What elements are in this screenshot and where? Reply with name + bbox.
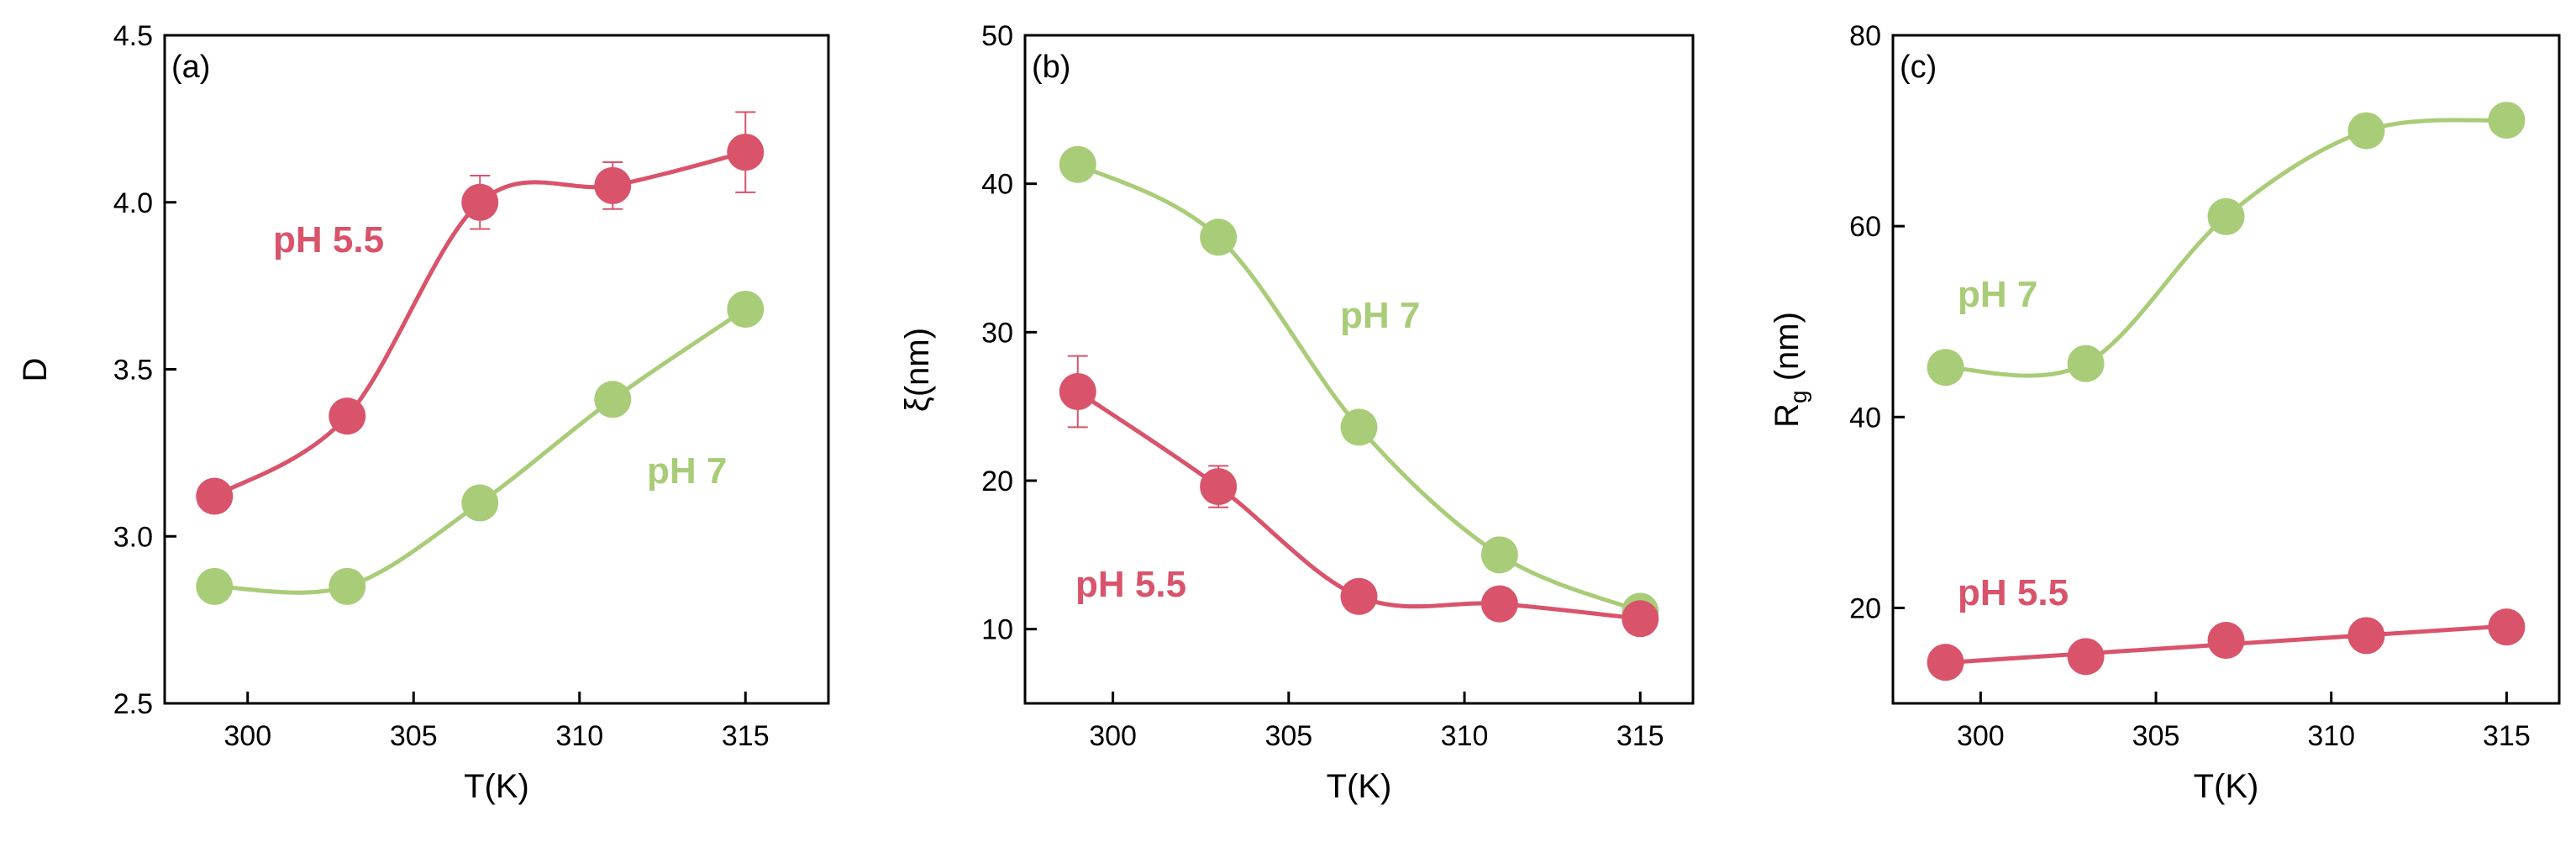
x-tick-label: 310	[2307, 720, 2355, 752]
series-pH-7: pH 7	[1059, 145, 1659, 630]
data-point	[1200, 468, 1238, 506]
data-point	[1200, 218, 1238, 256]
data-point	[1622, 600, 1659, 638]
y-tick-label: 4.0	[113, 187, 153, 219]
y-axis-title: D	[17, 358, 54, 382]
plot-frame	[163, 34, 830, 705]
plot-frame	[1891, 34, 2561, 705]
y-tick-label: 30	[981, 317, 1013, 349]
fit-curve	[1945, 118, 2507, 378]
data-point	[2067, 638, 2105, 676]
data-point	[1059, 373, 1096, 410]
chart-panel-1: 300 305 310 315 2.5 3.0 3.5 4.0 4.5 (a) T(K) DpH 5.…	[17, 20, 830, 805]
series-label: pH 7	[1340, 295, 1420, 336]
data-point	[594, 381, 632, 418]
series-pH-5-5: pH 5.5	[196, 111, 765, 515]
y-axis-title-unit: (nm)	[1769, 312, 1806, 390]
y-tick-label: 3.5	[113, 355, 153, 387]
series-label: pH 7	[647, 450, 727, 492]
chart-panel-2: 300 305 310 315 10 20 30 40 50 (b) T(K) ξ(nm) pH 7 pH…	[899, 20, 1695, 805]
x-tick-label: 315	[2483, 720, 2531, 752]
data-point	[2207, 197, 2245, 235]
fit-curve	[1076, 162, 1642, 613]
data-point	[461, 183, 499, 221]
y-axis-title-subscript: g	[1785, 390, 1811, 403]
x-tick-label: 300	[1957, 720, 2005, 752]
y-tick-label: 10	[981, 614, 1013, 646]
x-axis-title: T(K)	[2194, 768, 2259, 805]
series-label: pH 7	[1958, 274, 2037, 315]
y-tick-label: 40	[981, 169, 1013, 201]
data-point	[1340, 408, 1378, 446]
y-tick-label: 60	[1849, 211, 1881, 243]
data-point	[594, 166, 632, 204]
data-point	[329, 567, 366, 605]
data-point	[2347, 112, 2385, 150]
series-pH-7: pH 7	[1927, 102, 2526, 387]
data-point	[2488, 102, 2526, 139]
y-tick-label: 2.5	[113, 688, 153, 720]
y-tick-label: 20	[1849, 592, 1881, 624]
data-point	[2067, 345, 2105, 382]
x-axis-title: T(K)	[464, 768, 529, 805]
y-tick-label: 20	[981, 466, 1013, 497]
data-point	[1927, 644, 1964, 681]
y-axis-title-main: ξ(nm)	[899, 328, 936, 412]
panel-label: (b)	[1032, 50, 1070, 85]
y-tick-label: 50	[981, 20, 1013, 52]
y-tick-label: 80	[1849, 20, 1881, 52]
panel-label: (c)	[1900, 50, 1937, 85]
data-point	[2207, 622, 2245, 660]
data-point	[1480, 585, 1518, 623]
y-axis-title: Rg (nm)	[1769, 312, 1811, 428]
data-point	[196, 567, 234, 605]
series-label: pH 5.5	[1075, 564, 1186, 605]
x-tick-label: 305	[1264, 720, 1312, 752]
data-point	[1059, 145, 1096, 183]
x-tick-label: 305	[2132, 720, 2180, 752]
x-tick-label: 310	[1441, 720, 1489, 752]
series-label: pH 5.5	[1958, 572, 2069, 613]
data-point	[727, 134, 765, 171]
y-tick-label: 4.5	[113, 20, 153, 52]
y-axis-title: ξ(nm)	[899, 328, 936, 412]
x-tick-label: 300	[223, 720, 271, 752]
series-label: pH 5.5	[273, 219, 384, 260]
x-tick-label: 315	[722, 720, 770, 752]
x-tick-label: 305	[390, 720, 438, 752]
chart-panel-3: 300 305 310 315 20 40 60 80 (c) T(K) Rg (nm) pH 7 pH…	[1769, 20, 2561, 805]
data-point	[329, 397, 366, 435]
data-point	[727, 290, 765, 328]
x-tick-label: 300	[1089, 720, 1137, 752]
y-tick-label: 40	[1849, 402, 1881, 434]
series-pH-7: pH 7	[196, 290, 765, 605]
data-point	[196, 477, 234, 515]
x-axis-title: T(K)	[1327, 768, 1392, 805]
y-tick-label: 3.0	[113, 521, 153, 553]
y-axis-title-main: R	[1769, 403, 1806, 428]
panel-label: (a)	[171, 50, 210, 85]
data-point	[1340, 577, 1378, 615]
data-point	[2488, 608, 2526, 646]
data-point	[461, 484, 499, 522]
series-pH-5-5: pH 5.5	[1059, 355, 1659, 638]
data-point	[1927, 349, 1964, 387]
data-point	[1480, 536, 1518, 574]
x-tick-label: 315	[1617, 720, 1664, 752]
x-tick-label: 310	[555, 720, 603, 752]
y-axis-title-main: D	[17, 358, 54, 382]
plot-frame	[1023, 34, 1695, 705]
series-pH-5-5: pH 5.5	[1927, 572, 2526, 681]
data-point	[2347, 617, 2385, 655]
